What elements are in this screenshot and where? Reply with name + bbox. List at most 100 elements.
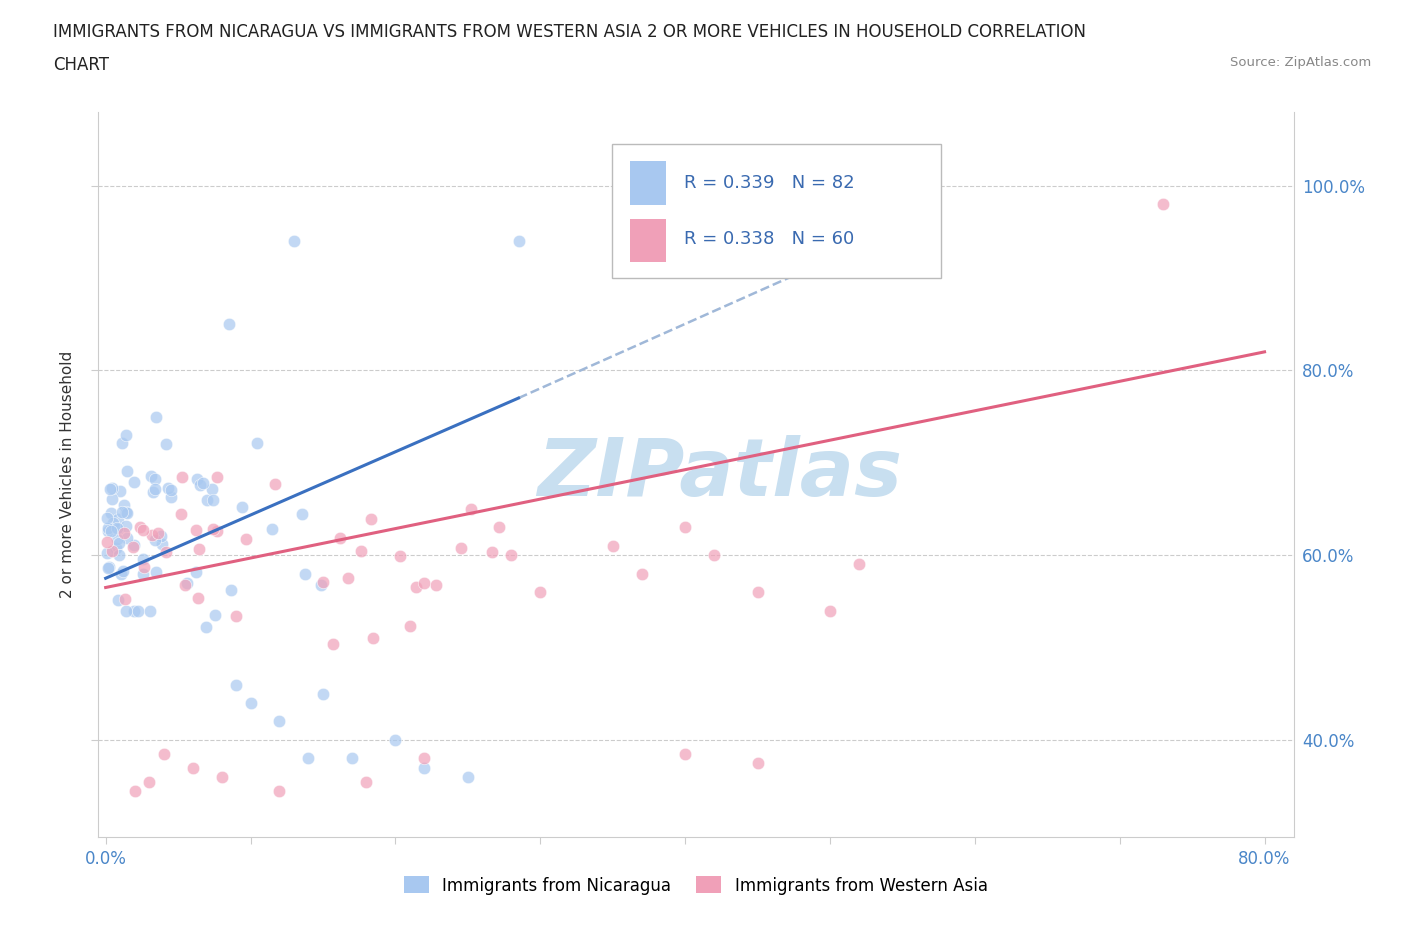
Point: [96, 545, 118, 560]
Point: [143, 532, 166, 547]
Point: [143, 481, 166, 496]
Point: [340, 751, 363, 766]
Point: [112, 498, 135, 512]
Point: [176, 576, 198, 591]
Point: [96, 511, 118, 525]
Point: [195, 619, 218, 634]
Point: [155, 545, 177, 560]
Text: R = 0.339   N = 82: R = 0.339 N = 82: [685, 175, 855, 193]
Point: [329, 531, 352, 546]
Text: Source: ZipAtlas.com: Source: ZipAtlas.com: [1230, 56, 1371, 69]
Point: [269, 714, 291, 729]
Point: [264, 476, 287, 491]
Point: [150, 528, 173, 543]
Point: [132, 551, 155, 566]
Point: [141, 528, 163, 543]
Point: [145, 409, 167, 424]
Point: [127, 604, 149, 618]
Point: [413, 751, 436, 766]
Point: [117, 531, 139, 546]
Point: [747, 585, 769, 600]
Point: [100, 524, 122, 538]
Point: [115, 519, 138, 534]
Point: [114, 591, 136, 606]
Point: [110, 566, 132, 581]
Point: [104, 540, 127, 555]
Point: [186, 472, 208, 486]
Point: [132, 523, 155, 538]
FancyBboxPatch shape: [613, 144, 941, 278]
Point: [231, 499, 253, 514]
Point: [197, 493, 219, 508]
Point: [602, 538, 624, 553]
Point: [187, 591, 209, 605]
Point: [481, 544, 503, 559]
Point: [108, 548, 131, 563]
Point: [294, 567, 316, 582]
Point: [384, 733, 406, 748]
Point: [139, 604, 162, 618]
Point: [111, 435, 134, 450]
FancyBboxPatch shape: [630, 219, 666, 262]
Point: [148, 525, 170, 540]
Point: [101, 544, 124, 559]
Point: [450, 540, 472, 555]
Point: [425, 578, 447, 592]
Point: [246, 435, 269, 450]
Legend: Immigrants from Nicaragua, Immigrants from Western Asia: Immigrants from Nicaragua, Immigrants fr…: [398, 870, 994, 901]
Point: [211, 769, 233, 784]
Point: [145, 472, 167, 486]
Point: [747, 756, 769, 771]
Point: [283, 233, 305, 248]
Point: [309, 578, 332, 592]
Text: IMMIGRANTS FROM NICARAGUA VS IMMIGRANTS FROM WESTERN ASIA 2 OR MORE VEHICLES IN : IMMIGRANTS FROM NICARAGUA VS IMMIGRANTS …: [53, 23, 1087, 41]
Text: CHART: CHART: [53, 56, 110, 73]
Point: [269, 783, 291, 798]
Point: [322, 636, 344, 651]
Point: [105, 521, 128, 536]
Point: [107, 592, 129, 607]
Point: [142, 485, 165, 499]
Point: [184, 523, 207, 538]
Point: [488, 520, 510, 535]
Point: [188, 541, 211, 556]
Point: [134, 559, 156, 574]
Point: [221, 583, 243, 598]
Point: [141, 469, 163, 484]
Point: [457, 769, 479, 784]
Point: [145, 565, 167, 579]
Point: [124, 474, 146, 489]
Point: [160, 490, 183, 505]
Point: [207, 524, 229, 538]
Y-axis label: 2 or more Vehicles in Household: 2 or more Vehicles in Household: [60, 351, 75, 598]
Point: [121, 539, 143, 554]
Point: [673, 747, 696, 762]
Point: [172, 469, 194, 484]
Point: [361, 631, 384, 645]
Point: [350, 544, 373, 559]
Point: [100, 506, 122, 521]
Point: [460, 502, 482, 517]
Point: [124, 783, 146, 798]
Point: [191, 476, 214, 491]
Point: [388, 549, 411, 564]
Text: R = 0.338   N = 60: R = 0.338 N = 60: [685, 231, 855, 248]
Point: [112, 525, 135, 540]
Point: [170, 507, 193, 522]
Point: [97, 524, 120, 538]
Point: [529, 585, 551, 600]
Point: [239, 696, 262, 711]
Point: [336, 570, 359, 585]
Point: [112, 564, 135, 578]
FancyBboxPatch shape: [630, 162, 666, 205]
Point: [818, 604, 841, 618]
Point: [97, 560, 120, 575]
Point: [108, 536, 131, 551]
Point: [703, 548, 725, 563]
Point: [204, 607, 226, 622]
Point: [173, 578, 195, 592]
Point: [108, 484, 131, 498]
Point: [848, 557, 870, 572]
Point: [100, 492, 122, 507]
Point: [105, 532, 128, 547]
